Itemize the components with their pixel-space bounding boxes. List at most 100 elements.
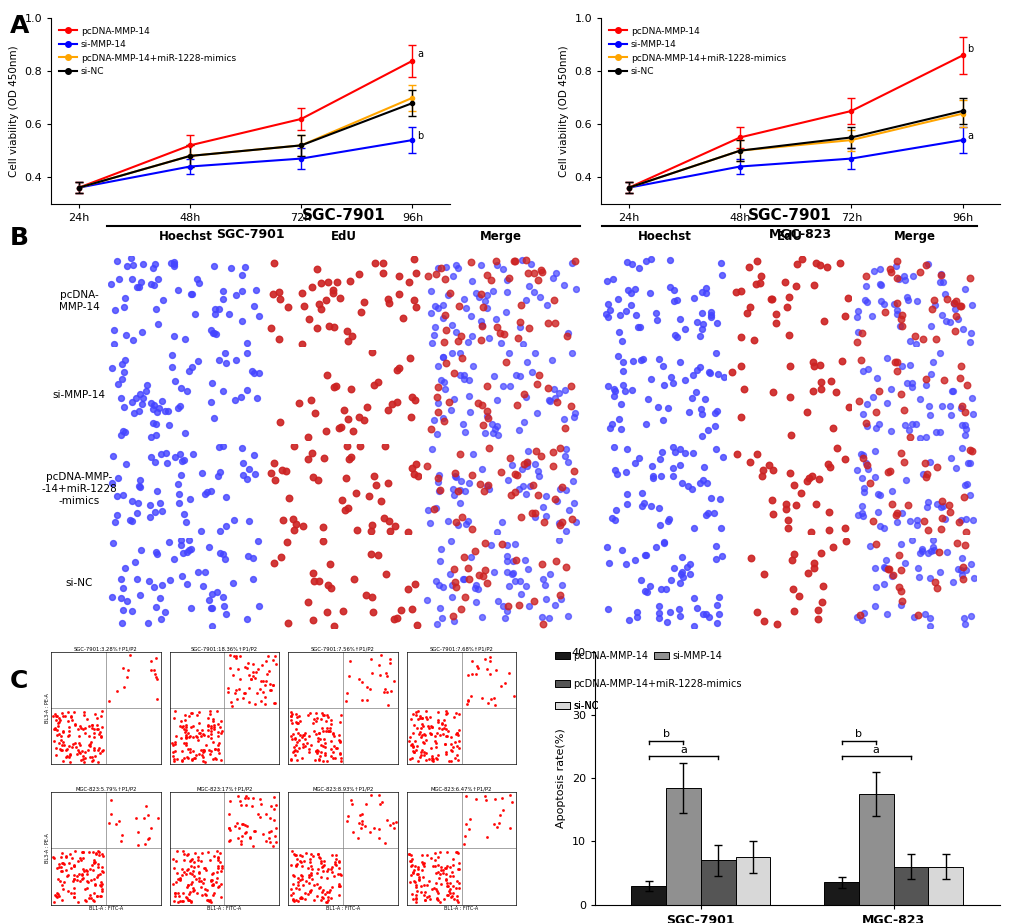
Point [551,518,568,533]
Point [478,830,494,845]
Point [784,553,800,568]
Point [167,734,183,749]
Point [895,403,911,418]
Point [600,556,616,570]
Point [178,848,195,863]
Point [532,262,548,277]
Point [228,816,245,831]
Point [206,411,222,426]
Point [326,379,342,394]
Point [767,306,784,321]
Point [481,650,497,665]
Point [446,466,463,481]
Point [180,543,197,557]
Point [323,890,339,905]
Point [627,282,643,296]
Point [463,521,479,536]
Point [328,847,344,862]
Point [861,538,877,553]
Point [430,301,446,316]
Point [432,373,448,388]
Point [428,573,444,588]
Point [358,588,374,603]
Point [899,376,915,390]
Point [58,750,74,765]
Point [895,454,911,469]
Point [546,381,562,396]
Point [476,426,492,440]
Point [410,754,426,769]
Text: a: a [417,49,423,59]
Point [956,617,972,632]
Point [438,858,454,873]
Point [231,671,248,686]
Point [708,403,725,418]
Point [248,665,264,679]
Point [311,726,327,741]
Point [685,591,701,605]
Point [764,507,781,521]
Point [53,856,69,870]
Point [952,563,968,578]
Point [493,790,510,805]
Point [86,853,102,868]
Point [318,424,334,438]
Point [311,849,327,864]
Point [170,476,186,491]
Point [178,727,195,742]
Point [411,711,427,725]
Point [449,728,466,743]
Point [92,746,108,761]
Point [65,858,82,873]
Point [363,787,379,802]
Point [444,589,461,604]
Point [408,894,424,909]
Point [314,885,330,900]
Point [185,744,202,759]
Point [179,545,196,559]
Point [267,656,283,671]
Point [781,290,797,305]
Point [324,865,340,880]
Point [311,574,327,589]
Point [323,733,339,748]
Point [448,893,465,908]
Point [190,354,206,368]
Point [175,847,192,862]
Point [312,851,328,866]
Point [441,567,458,581]
Point [148,670,164,685]
Point [232,390,249,404]
Point [242,830,258,845]
Point [51,857,67,871]
Point [512,368,528,383]
Point [309,862,325,877]
Point [232,833,249,848]
Point [449,895,466,910]
Point [429,885,445,900]
Point [867,405,883,420]
Point [135,257,151,271]
Point [82,888,98,903]
Point [935,287,952,302]
Point [338,324,355,339]
Point [421,710,437,725]
Point [871,262,888,277]
Point [172,468,189,483]
Point [77,745,94,760]
Point [164,348,180,363]
Point [444,858,461,873]
Point [884,567,901,581]
Point [74,871,91,886]
Point [665,294,682,308]
Point [297,732,313,747]
Point [290,708,307,723]
Point [340,451,357,466]
Point [200,711,216,725]
Point [667,293,684,307]
Point [351,266,367,281]
Point [82,737,98,751]
Point [777,497,794,511]
Point [448,845,465,859]
Point [301,742,317,757]
